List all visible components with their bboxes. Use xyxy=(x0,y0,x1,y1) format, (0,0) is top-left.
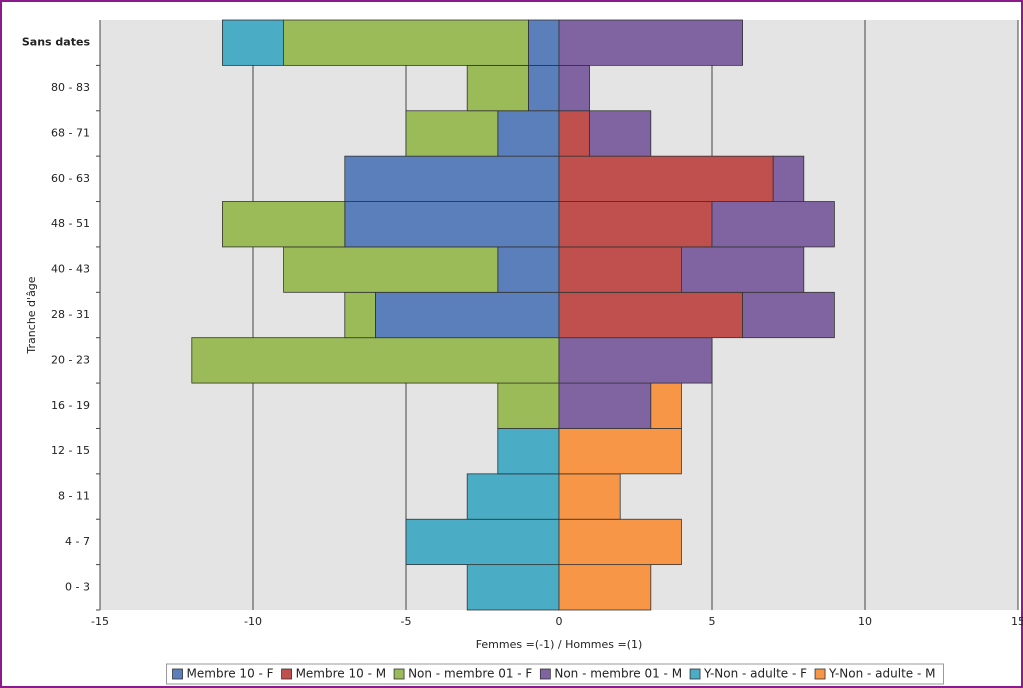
bar xyxy=(558,64,591,112)
bar xyxy=(711,201,835,248)
bar xyxy=(191,337,560,384)
bar xyxy=(528,19,560,66)
bar xyxy=(221,19,284,66)
bar xyxy=(374,291,560,339)
bar xyxy=(497,382,560,429)
legend-label: Membre 10 - M xyxy=(296,667,387,681)
y-tick-label: 40 - 43 xyxy=(51,263,90,276)
y-tick-label: 12 - 15 xyxy=(51,444,90,457)
bar xyxy=(558,19,744,66)
bar xyxy=(558,337,713,384)
bar xyxy=(558,473,621,520)
bar xyxy=(558,155,774,202)
legend-swatch xyxy=(814,668,826,680)
y-tick-label: 0 - 3 xyxy=(65,580,90,593)
bar xyxy=(344,201,560,248)
y-tick-label: 4 - 7 xyxy=(65,535,90,548)
bar xyxy=(344,291,376,339)
bar xyxy=(558,110,591,157)
bar xyxy=(466,473,560,520)
bar xyxy=(681,246,805,293)
bar xyxy=(405,110,499,157)
y-tick-label: 28 - 31 xyxy=(51,308,90,321)
bar xyxy=(497,110,560,157)
x-tick-label: -5 xyxy=(401,615,412,628)
bar xyxy=(497,428,560,475)
y-axis-title: Tranche d'âge xyxy=(25,276,38,354)
bar xyxy=(221,201,346,248)
legend-swatch xyxy=(539,668,551,680)
bar xyxy=(558,382,652,429)
y-tick-label: Sans dates xyxy=(22,36,91,49)
x-axis-title: Femmes =(-1) / Hommes =(1) xyxy=(476,638,643,651)
y-tick-label: 68 - 71 xyxy=(51,126,90,139)
bar xyxy=(558,201,713,248)
bar xyxy=(466,564,560,611)
y-tick-label: 8 - 11 xyxy=(58,490,90,503)
x-tick-label: 15 xyxy=(1011,615,1023,628)
legend-swatch xyxy=(689,668,701,680)
bar xyxy=(528,64,560,112)
bar xyxy=(466,64,529,112)
bar xyxy=(558,518,682,566)
legend-label: Non - membre 01 - F xyxy=(408,667,532,681)
bar xyxy=(344,155,560,202)
bar xyxy=(558,428,682,475)
y-tick-label: 80 - 83 xyxy=(51,81,90,94)
legend-label: Membre 10 - F xyxy=(187,667,274,681)
x-tick-label: 5 xyxy=(709,615,716,628)
bar xyxy=(558,291,744,339)
legend: Membre 10 - F Membre 10 - M Non - membre 0… xyxy=(166,663,944,685)
legend-label: Non - membre 01 - M xyxy=(554,667,682,681)
x-tick-label: 10 xyxy=(858,615,872,628)
bar xyxy=(558,564,652,611)
bar xyxy=(283,246,499,293)
legend-label: Y-Non - adulte - M xyxy=(828,667,935,681)
legend-swatch xyxy=(172,668,183,680)
legend-box xyxy=(166,663,944,685)
bar xyxy=(772,155,805,202)
bar xyxy=(405,518,560,566)
legend-swatch xyxy=(281,668,292,680)
bar xyxy=(589,110,652,157)
legend-label: Y-Non - adulte - F xyxy=(703,667,807,681)
y-tick-label: 20 - 23 xyxy=(51,353,90,366)
y-tick-label: 48 - 51 xyxy=(51,217,90,230)
x-tick-label: -15 xyxy=(91,615,109,628)
bar xyxy=(497,246,560,293)
x-tick-label: 0 xyxy=(556,615,563,628)
bar xyxy=(742,291,835,339)
x-tick-label: -10 xyxy=(244,615,262,628)
bar xyxy=(558,246,682,293)
legend-swatch xyxy=(393,668,405,680)
y-tick-label: 60 - 63 xyxy=(51,172,90,185)
y-tick-label: 16 - 19 xyxy=(51,399,90,412)
bar xyxy=(650,382,682,429)
bar xyxy=(283,19,529,66)
